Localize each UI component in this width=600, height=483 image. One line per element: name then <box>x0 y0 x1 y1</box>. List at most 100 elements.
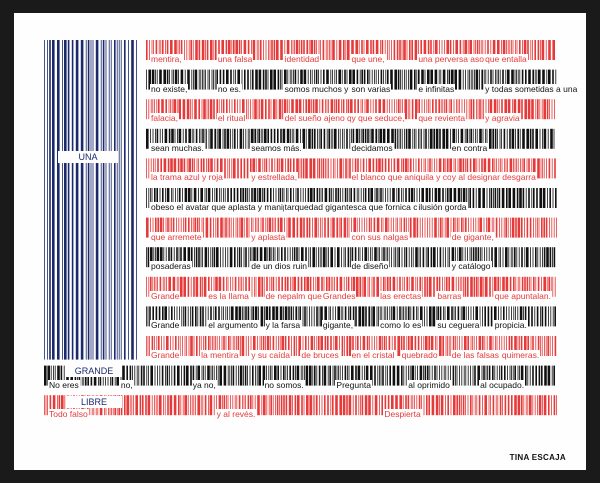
barcode-bar <box>53 365 54 386</box>
barcode-bar <box>316 40 317 60</box>
barcode-bar <box>264 158 265 179</box>
barcode-bar <box>247 365 248 386</box>
barcode-bar <box>297 306 299 327</box>
barcode-bar <box>438 69 440 90</box>
barcode-bar <box>516 69 517 90</box>
barcode-bar <box>165 247 167 268</box>
barcode-bar <box>61 395 64 416</box>
barcode-bar <box>453 395 456 416</box>
barcode-bar <box>158 40 160 60</box>
barcode-bar <box>485 128 486 149</box>
barcode-bar <box>163 247 165 268</box>
stripe-barcode-8 <box>146 276 556 297</box>
barcode-bar <box>215 40 217 60</box>
barcode-bar <box>220 247 221 268</box>
barcode-bar <box>231 40 233 60</box>
barcode-bar <box>259 336 261 356</box>
barcode-bar <box>354 99 356 120</box>
barcode-bar <box>267 217 268 238</box>
barcode-bar <box>205 40 206 60</box>
barcode-bar <box>358 306 361 327</box>
barcode-bar <box>371 336 373 356</box>
barcode-bar <box>124 40 126 360</box>
barcode-bar <box>227 306 228 327</box>
barcode-bar <box>208 247 209 268</box>
barcode-bar <box>391 306 392 327</box>
barcode-bar <box>459 336 460 356</box>
barcode-bar <box>184 336 186 356</box>
barcode-bar <box>286 217 288 238</box>
barcode-bar <box>44 365 47 386</box>
barcode-bar <box>404 306 406 327</box>
barcode-bar <box>211 276 212 297</box>
stripe-word: Todo falso <box>48 409 89 420</box>
barcode-bar <box>288 336 290 356</box>
barcode-bar <box>277 69 280 90</box>
barcode-bar <box>200 158 203 179</box>
barcode-bar <box>426 395 428 416</box>
barcode-bar <box>293 158 295 179</box>
barcode-bar <box>385 306 387 327</box>
barcode-bar <box>543 158 545 179</box>
barcode-bar <box>523 306 524 327</box>
barcode-bar <box>253 336 256 356</box>
barcode-bar <box>391 395 394 416</box>
barcode-bar <box>110 40 112 360</box>
barcode-bar <box>398 128 400 149</box>
barcode-bar <box>519 336 520 356</box>
barcode-bar <box>420 40 422 60</box>
barcode-bar <box>394 336 396 356</box>
barcode-bar <box>260 99 264 120</box>
barcode-bar <box>549 217 550 238</box>
barcode-bar <box>177 128 178 149</box>
barcode-bar <box>308 40 310 60</box>
barcode-bar <box>474 365 476 386</box>
barcode-bar <box>445 247 446 268</box>
barcode-bar <box>335 395 338 416</box>
barcode-bar <box>227 158 229 179</box>
barcode-bar <box>199 276 202 297</box>
barcode-bar <box>425 158 426 179</box>
barcode-bar <box>445 188 447 208</box>
barcode-bar <box>457 158 459 179</box>
barcode-bar <box>129 395 131 416</box>
barcode-bar <box>511 395 513 416</box>
barcode-bar <box>462 40 464 60</box>
barcode-bar <box>290 128 291 149</box>
barcode-bar <box>308 217 311 238</box>
barcode-bar <box>400 99 402 120</box>
barcode-bar <box>308 247 310 268</box>
barcode-bar <box>465 395 466 416</box>
barcode-bar <box>159 276 162 297</box>
barcode-bar <box>418 395 421 416</box>
barcode-bar <box>246 217 248 238</box>
barcode-bar <box>521 99 523 120</box>
barcode-bar <box>336 40 338 60</box>
barcode-bar <box>444 276 446 297</box>
barcode-bar <box>410 306 412 327</box>
barcode-bar <box>398 188 400 208</box>
barcode-bar <box>538 69 541 90</box>
barcode-bar <box>439 365 440 386</box>
barcode-bar <box>374 336 375 356</box>
barcode-bar <box>496 336 498 356</box>
barcode-bar <box>404 128 405 149</box>
barcode-bar <box>443 365 445 386</box>
barcode-bar <box>183 365 186 386</box>
stripe-word: no existe, <box>150 83 189 94</box>
barcode-bar <box>377 365 379 386</box>
barcode-bar <box>286 128 290 149</box>
stripe-word: la trama azul y roja <box>150 172 224 183</box>
barcode-bar <box>521 158 523 179</box>
barcode-bar <box>283 395 285 416</box>
barcode-bar <box>467 69 469 90</box>
barcode-bar <box>478 276 480 297</box>
barcode-bar <box>545 217 548 238</box>
barcode-bar <box>530 40 532 60</box>
barcode-bar <box>459 276 461 297</box>
barcode-bar <box>465 217 467 238</box>
barcode-bar <box>212 365 213 386</box>
barcode-bar <box>120 40 122 360</box>
barcode-bar <box>80 40 84 360</box>
barcode-bar <box>428 128 430 149</box>
